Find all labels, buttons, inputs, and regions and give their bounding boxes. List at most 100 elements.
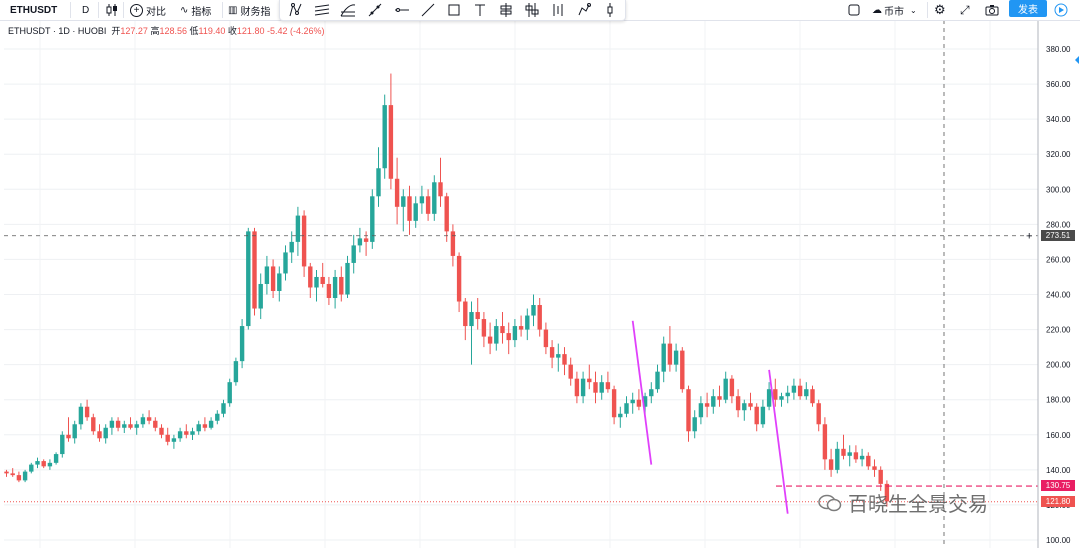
single-candle-icon[interactable] — [602, 2, 618, 18]
candle-body — [450, 231, 456, 256]
high-label: 高 — [150, 26, 160, 36]
candle-body — [698, 403, 704, 418]
y-tick-label: 380.00 — [1046, 45, 1071, 54]
play-circle-icon[interactable] — [1054, 0, 1068, 20]
candle-body — [103, 427, 108, 439]
price-axis[interactable]: 100.00120.00140.00160.00180.00200.00220.… — [1037, 20, 1080, 548]
y-tick-label: 280.00 — [1046, 220, 1071, 229]
camera-icon[interactable] — [985, 0, 999, 20]
compare-label: 对比 — [146, 6, 166, 18]
financials-button[interactable]: ▥ 财务指 — [228, 0, 270, 20]
candle-body — [704, 403, 710, 407]
legend-symbol: ETHUSDT — [8, 26, 51, 36]
candle-body — [475, 312, 480, 320]
candle-body — [60, 434, 65, 455]
y-tick-label: 100.00 — [1046, 536, 1071, 545]
gear-icon[interactable]: ⚙ — [934, 2, 946, 17]
candle-body — [66, 434, 71, 439]
bars-pattern-icon[interactable] — [550, 2, 566, 18]
horizontal-ray-icon[interactable] — [394, 2, 410, 18]
legend-exchange: HUOBI — [77, 26, 107, 36]
candle-body — [760, 406, 766, 425]
low-value: 119.40 — [198, 26, 226, 36]
close-value: 121.80 — [236, 26, 265, 36]
candle-body — [835, 448, 840, 470]
candle-body — [438, 182, 443, 197]
brush-tool-icon[interactable] — [576, 2, 592, 18]
compare-button[interactable]: + 对比 — [130, 0, 166, 20]
currency-selector[interactable]: ☁ 币市 ⌄ — [872, 0, 917, 20]
candle-body — [618, 413, 623, 418]
candle-body — [22, 471, 28, 481]
candle-body — [97, 431, 102, 439]
candle-body — [10, 473, 15, 476]
candle-body — [444, 196, 449, 232]
axis-scroll-arrow-icon — [1075, 56, 1079, 64]
candle-body — [357, 238, 363, 246]
candle-body — [562, 354, 567, 365]
candle-body — [277, 273, 282, 291]
toolbar-divider — [927, 2, 928, 18]
candle-body — [773, 389, 778, 400]
candle-body — [16, 475, 22, 481]
high-value: 128.56 — [159, 26, 187, 36]
candle-body — [270, 266, 276, 291]
candle-body — [494, 326, 499, 344]
expand-icon[interactable]: ⤢ — [960, 2, 970, 17]
candle-body — [202, 424, 208, 428]
ohlc-legend: ETHUSDT · 1D · HUOBI 开127.27 高128.56 低11… — [8, 26, 325, 36]
indicators-label: 指标 — [191, 6, 212, 18]
candle-body — [239, 326, 245, 362]
candle-body — [816, 403, 821, 425]
candle-body — [574, 378, 580, 397]
candle-body — [506, 333, 511, 341]
candle-body — [593, 382, 598, 393]
dashed-level-price-tag: 130.75 — [1041, 480, 1075, 491]
magenta-trend-line — [768, 369, 789, 514]
candle-body — [884, 483, 890, 502]
long-position-icon[interactable] — [498, 2, 514, 18]
candle-body — [624, 403, 629, 414]
crosshair-price-tag: 273.51 — [1041, 230, 1075, 241]
candle-body — [258, 283, 263, 309]
currency-label: 币市 — [884, 6, 904, 18]
candle-body — [599, 382, 604, 393]
candle-body — [456, 255, 462, 302]
parallel-channel-icon[interactable] — [314, 2, 330, 18]
candle-body — [537, 305, 542, 330]
candle-body — [735, 396, 741, 411]
interval-button[interactable]: D — [82, 4, 90, 16]
symbol-search[interactable]: ETHUSDT — [10, 4, 58, 16]
pattern-tool-icon[interactable] — [288, 2, 304, 18]
projection-icon[interactable] — [524, 2, 540, 18]
fullscreen-square-icon[interactable] — [848, 0, 860, 20]
candle-body — [215, 413, 220, 421]
financials-icon: ▥ — [228, 4, 238, 16]
text-tool-icon[interactable] — [472, 2, 488, 18]
line-tool-icon[interactable] — [420, 2, 436, 18]
candle-body — [649, 389, 654, 397]
candle-body — [289, 241, 294, 253]
candle-type-icon[interactable] — [106, 0, 118, 20]
publish-button[interactable]: 发表 — [1009, 0, 1047, 17]
candle-body — [804, 389, 809, 397]
fib-retracement-icon[interactable] — [340, 2, 356, 18]
candle-body — [301, 215, 307, 267]
candles — [4, 73, 890, 507]
candle-body — [165, 434, 170, 442]
rectangle-tool-icon[interactable] — [446, 2, 462, 18]
candle-body — [128, 424, 133, 428]
indicators-button[interactable]: ∿ 指标 — [180, 0, 211, 20]
candle-body — [785, 392, 790, 397]
y-tick-label: 320.00 — [1046, 150, 1071, 159]
candle-body — [91, 417, 96, 432]
cloud-icon: ☁ — [872, 4, 882, 16]
candle-body — [401, 196, 406, 207]
y-tick-label: 360.00 — [1046, 80, 1071, 89]
toolbar-divider — [123, 2, 124, 18]
trend-line-icon[interactable] — [367, 2, 383, 18]
candle-body — [134, 424, 139, 428]
y-tick-label: 220.00 — [1046, 326, 1071, 335]
candle-body — [797, 385, 803, 397]
